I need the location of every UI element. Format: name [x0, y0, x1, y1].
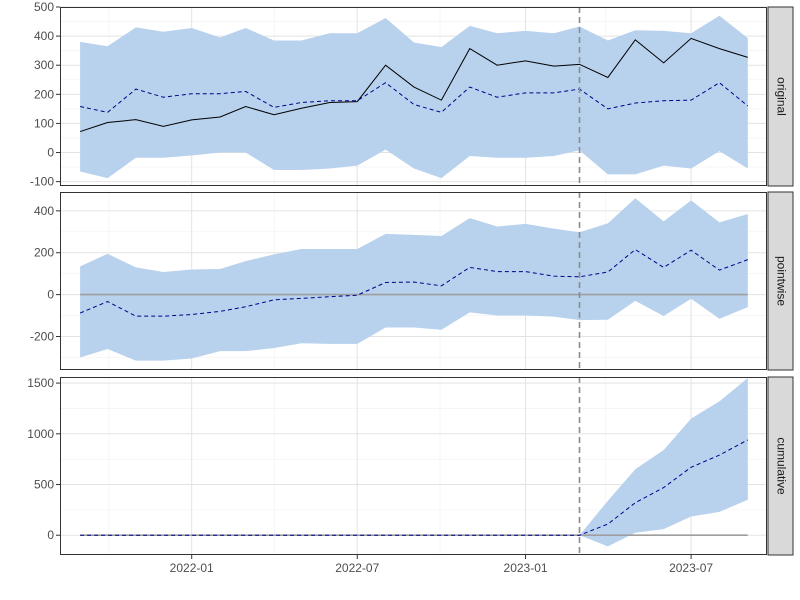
- y-tick-label: 100: [34, 116, 54, 130]
- y-tick-label: 400: [34, 204, 54, 218]
- y-tick-label: 1000: [27, 427, 54, 441]
- x-tick-label: 2022-07: [335, 561, 379, 575]
- y-tick-label: 0: [47, 288, 54, 302]
- y-tick-label: 200: [34, 87, 54, 101]
- panel-pointwise: -200 0 200 400 pointwise: [30, 191, 794, 371]
- y-tick-label: 400: [34, 29, 54, 43]
- x-tick-label: 2023-01: [504, 561, 548, 575]
- observed-series-line: [79, 37, 748, 133]
- facet-strip-original: original: [767, 6, 794, 187]
- y-tick-label: -100: [30, 175, 54, 189]
- y-tick-label: -200: [30, 329, 54, 343]
- y-tick-label: 300: [34, 58, 54, 72]
- panel-original: -100 0 100 200 300 400 500 original: [30, 0, 794, 189]
- facet-strip-pointwise: pointwise: [767, 191, 794, 371]
- facet-strip-cumulative: cumulative: [767, 376, 794, 556]
- facet-strip-label: pointwise: [774, 256, 788, 306]
- facet-strip-background: [767, 191, 794, 371]
- panel-border: [60, 192, 767, 370]
- x-tick-label: 2023-07: [669, 561, 713, 575]
- panel-cumulative: 0 500 1000 1500 cumulative: [27, 376, 794, 556]
- predicted-series-line: [80, 82, 749, 113]
- facet-strip-label: original: [774, 77, 788, 116]
- y-tick-label: 1500: [27, 376, 54, 390]
- y-tick-label: 500: [34, 478, 54, 492]
- panel-border: [60, 377, 767, 555]
- y-tick-label: 0: [47, 528, 54, 542]
- y-tick-label: 200: [34, 246, 54, 260]
- facet-strip-label: cumulative: [774, 437, 788, 495]
- panel-border: [60, 7, 767, 186]
- x-tick-label: 2022-01: [170, 561, 214, 575]
- x-axis: 2022-01 2022-07 2023-01 2023-07: [170, 555, 713, 575]
- facet-strip-background: [767, 6, 794, 187]
- predicted-series-line: [79, 248, 748, 317]
- facet-strip-background: [767, 376, 794, 556]
- panels-layer: -100 0 100 200 300 400 500 original -200 0 200 400 p…: [27, 0, 794, 556]
- y-tick-label: 0: [47, 146, 54, 160]
- y-tick-label: 500: [34, 0, 54, 14]
- interval-band: [80, 15, 748, 179]
- interval-band: [80, 198, 748, 361]
